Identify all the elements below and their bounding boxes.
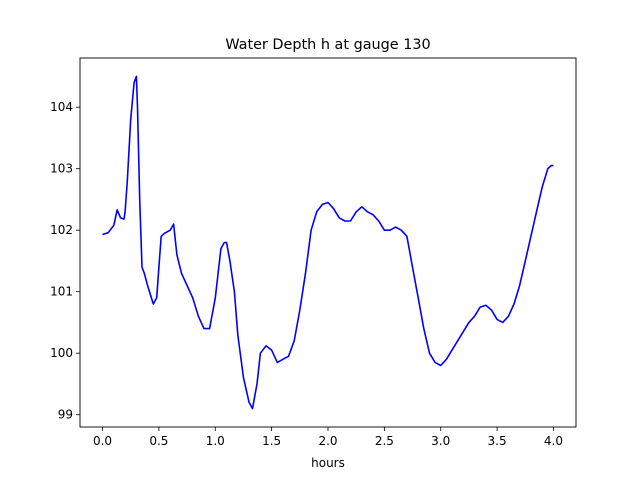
x-tick-label: 0.5 — [149, 434, 168, 448]
y-tick-label: 104 — [50, 100, 73, 114]
x-tick-label: 1.0 — [206, 434, 225, 448]
x-tick-label: 0.0 — [93, 434, 112, 448]
x-tick-label: 1.5 — [262, 434, 281, 448]
x-tick-label: 2.0 — [318, 434, 337, 448]
x-axis-label: hours — [311, 456, 345, 470]
x-tick-label: 4.0 — [544, 434, 563, 448]
y-tick-label: 103 — [50, 162, 73, 176]
y-tick-label: 100 — [50, 346, 73, 360]
tick-group: 0.0 0.5 1.0 1.5 2.0 2.5 3.0 3.5 4.0 99 100 101 102 10… — [50, 100, 563, 448]
chart-title: Water Depth h at gauge 130 — [225, 37, 430, 53]
x-tick-label: 3.0 — [431, 434, 450, 448]
x-tick-label: 2.5 — [375, 434, 394, 448]
y-tick-label: 102 — [50, 223, 73, 237]
y-tick-label: 101 — [50, 285, 73, 299]
y-tick-label: 99 — [58, 408, 73, 422]
x-tick-label: 3.5 — [488, 434, 507, 448]
plot-frame — [79, 57, 577, 428]
series-line — [102, 75, 554, 410]
